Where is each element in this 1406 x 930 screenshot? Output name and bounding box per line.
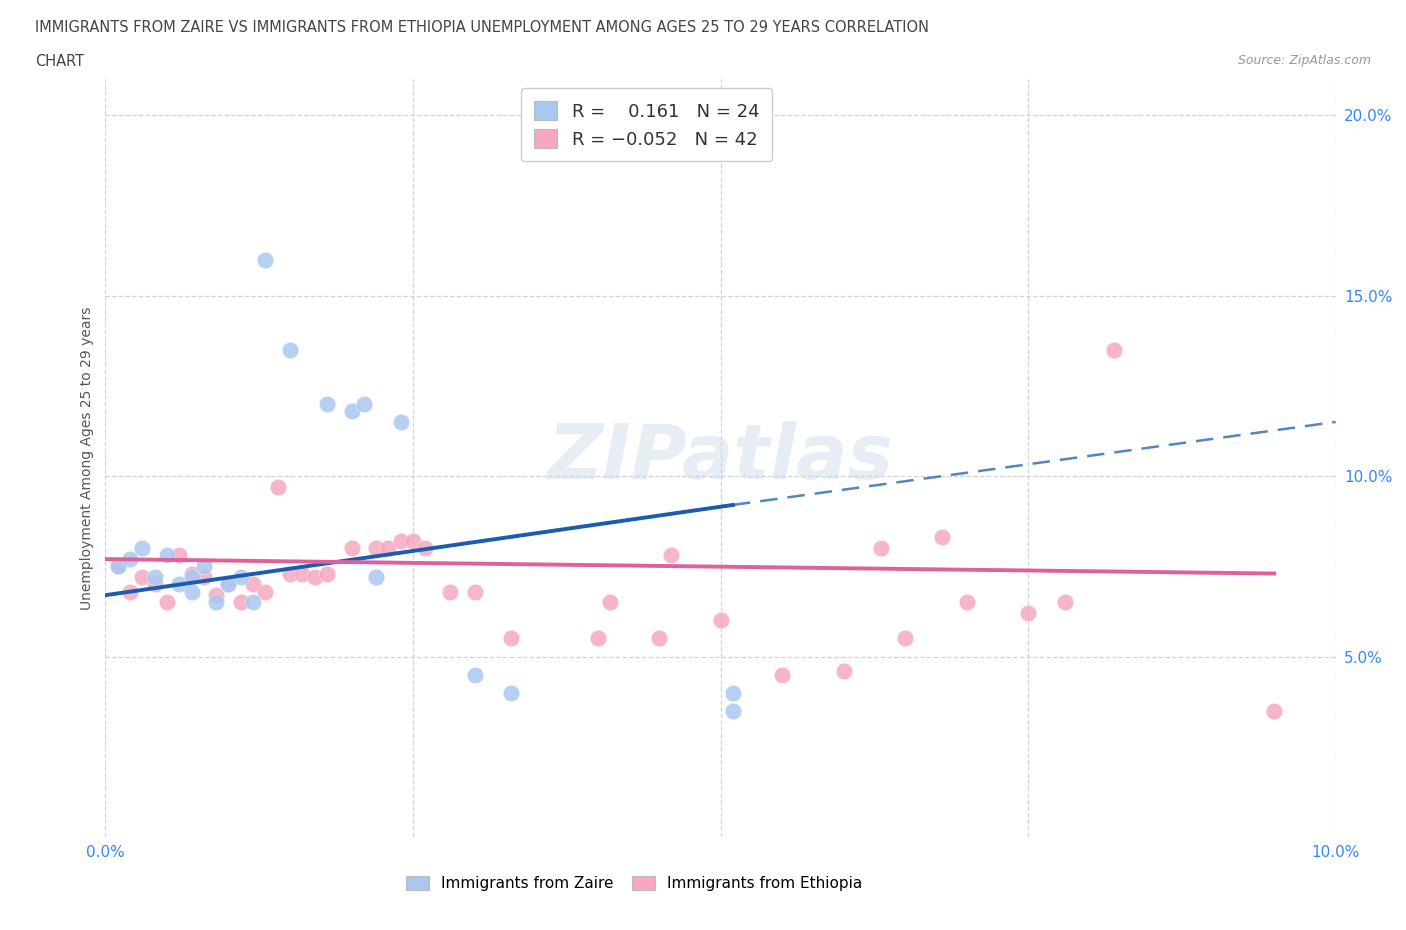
Point [254, 584, 277, 599]
Point [1263, 703, 1285, 718]
Point [131, 541, 153, 556]
Point [1104, 342, 1126, 357]
Point [156, 595, 179, 610]
Point [267, 480, 290, 495]
Point [180, 566, 202, 581]
Point [143, 577, 166, 591]
Point [169, 577, 191, 591]
Point [464, 667, 486, 682]
Point [229, 595, 252, 610]
Text: CHART: CHART [35, 54, 84, 69]
Point [107, 559, 129, 574]
Point [278, 566, 301, 581]
Text: ZIPatlas: ZIPatlas [547, 421, 894, 495]
Point [599, 595, 621, 610]
Point [120, 584, 141, 599]
Point [278, 342, 301, 357]
Point [413, 541, 436, 556]
Point [710, 613, 733, 628]
Point [377, 541, 399, 556]
Point [242, 577, 264, 591]
Point [218, 577, 240, 591]
Text: IMMIGRANTS FROM ZAIRE VS IMMIGRANTS FROM ETHIOPIA UNEMPLOYMENT AMONG AGES 25 TO : IMMIGRANTS FROM ZAIRE VS IMMIGRANTS FROM… [35, 20, 929, 35]
Point [315, 396, 337, 411]
Point [389, 534, 412, 549]
Point [956, 595, 979, 610]
Point [304, 570, 326, 585]
Point [721, 703, 744, 718]
Point [586, 631, 609, 646]
Point [107, 559, 129, 574]
Point [353, 396, 375, 411]
Point [770, 667, 793, 682]
Point [205, 595, 228, 610]
Y-axis label: Unemployment Among Ages 25 to 29 years: Unemployment Among Ages 25 to 29 years [80, 306, 94, 610]
Point [143, 570, 166, 585]
Point [364, 541, 387, 556]
Point [205, 588, 228, 603]
Point [169, 548, 191, 563]
Point [254, 252, 277, 267]
Point [180, 584, 202, 599]
Point [193, 559, 215, 574]
Text: Source: ZipAtlas.com: Source: ZipAtlas.com [1237, 54, 1371, 67]
Point [464, 584, 486, 599]
Point [340, 404, 363, 418]
Point [218, 577, 240, 591]
Point [439, 584, 461, 599]
Point [894, 631, 917, 646]
Point [832, 663, 855, 678]
Point [648, 631, 671, 646]
Point [931, 530, 953, 545]
Point [229, 570, 252, 585]
Point [315, 566, 337, 581]
Point [131, 570, 153, 585]
Point [661, 548, 683, 563]
Point [180, 570, 202, 585]
Point [364, 570, 387, 585]
Point [389, 415, 412, 430]
Point [120, 551, 141, 566]
Point [501, 685, 523, 700]
Point [869, 541, 891, 556]
Point [402, 534, 425, 549]
Point [242, 595, 264, 610]
Point [1054, 595, 1077, 610]
Legend: Immigrants from Zaire, Immigrants from Ethiopia: Immigrants from Zaire, Immigrants from E… [401, 870, 869, 897]
Point [721, 685, 744, 700]
Point [1017, 605, 1039, 620]
Point [501, 631, 523, 646]
Point [193, 570, 215, 585]
Point [156, 548, 179, 563]
Point [291, 566, 314, 581]
Point [340, 541, 363, 556]
